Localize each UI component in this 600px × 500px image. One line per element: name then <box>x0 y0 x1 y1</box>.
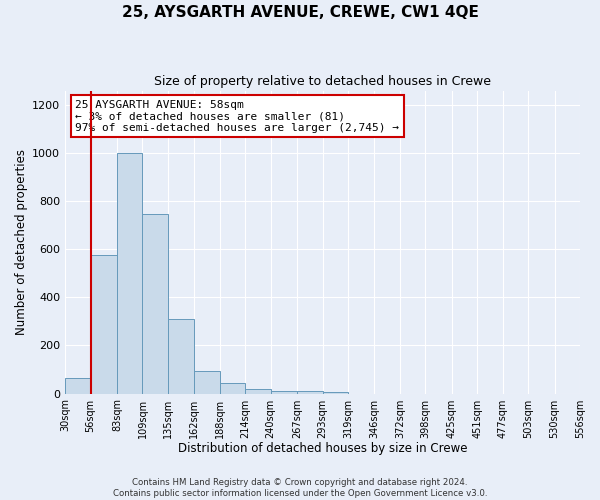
Bar <box>271 390 297 394</box>
Title: Size of property relative to detached houses in Crewe: Size of property relative to detached ho… <box>154 75 491 88</box>
Bar <box>117 153 142 394</box>
Text: Contains HM Land Registry data © Crown copyright and database right 2024.
Contai: Contains HM Land Registry data © Crown c… <box>113 478 487 498</box>
Bar <box>194 370 220 394</box>
Bar <box>220 384 245 394</box>
Y-axis label: Number of detached properties: Number of detached properties <box>15 149 28 335</box>
Bar <box>91 256 117 394</box>
Text: 25 AYSGARTH AVENUE: 58sqm
← 3% of detached houses are smaller (81)
97% of semi-d: 25 AYSGARTH AVENUE: 58sqm ← 3% of detach… <box>76 100 400 133</box>
Text: 25, AYSGARTH AVENUE, CREWE, CW1 4QE: 25, AYSGARTH AVENUE, CREWE, CW1 4QE <box>122 5 478 20</box>
Bar <box>297 391 323 394</box>
Bar <box>323 392 348 394</box>
Bar <box>245 389 271 394</box>
Bar <box>65 378 91 394</box>
Bar <box>168 319 194 394</box>
Bar <box>142 214 168 394</box>
X-axis label: Distribution of detached houses by size in Crewe: Distribution of detached houses by size … <box>178 442 467 455</box>
